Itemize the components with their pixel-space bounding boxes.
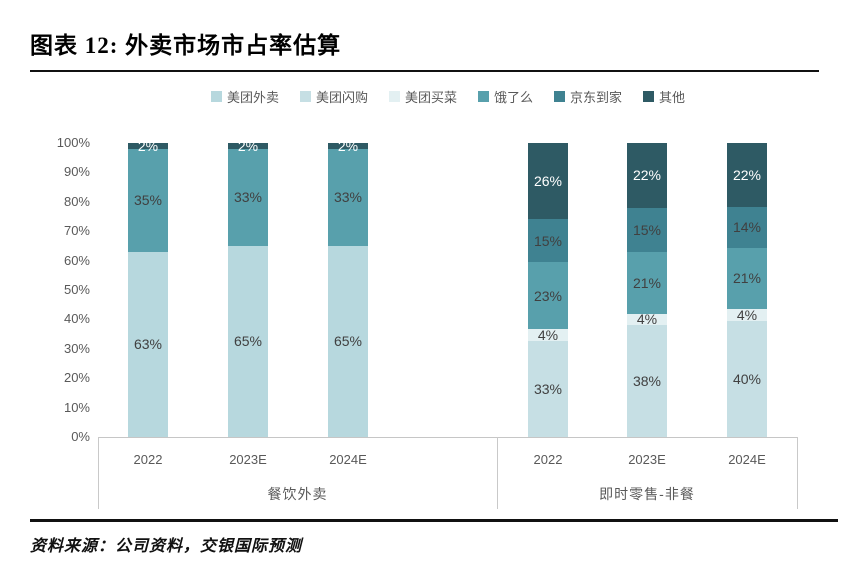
y-axis-tick-label: 100% (56, 135, 90, 150)
bar-segment (228, 148, 268, 246)
bar-segment-label: 65% (233, 333, 263, 350)
bar-segment-label: 22% (632, 167, 662, 184)
x-axis-year-label: 2023E (628, 452, 666, 467)
bar-segment-label: 33% (533, 380, 563, 397)
bar-segment (727, 247, 767, 309)
y-axis-tick-label: 40% (63, 311, 90, 327)
bar-segment-label: 15% (632, 221, 662, 238)
bar-segment (627, 313, 667, 326)
chart-title: 图表 12: 外卖市场市占率估算 (30, 33, 342, 58)
bar-segment-label: 33% (233, 189, 263, 206)
bar-segment-label: 2% (137, 137, 159, 154)
bar-segment-label: 26% (533, 172, 563, 189)
legend-item: 其他 (643, 87, 685, 106)
bar-segment (727, 308, 767, 321)
legend-label: 美团外卖 (226, 90, 279, 105)
y-axis-tick-label: 20% (63, 370, 90, 386)
y-axis-tick-label: 80% (63, 193, 90, 209)
y-axis-tick-label: 50% (63, 282, 90, 297)
legend-item: 京东到家 (554, 87, 622, 106)
bar-segment (228, 245, 268, 437)
bar-segment-label: 2% (237, 137, 259, 154)
bar-segment (727, 320, 767, 437)
bar-segment-label: 4% (636, 311, 658, 328)
bar-segment-label: 4% (736, 306, 758, 323)
category-divider (98, 437, 99, 509)
x-axis-group-label: 餐饮外卖 (267, 486, 328, 502)
x-axis-year-label: 2024E (728, 452, 766, 467)
legend-label: 饿了么 (494, 90, 534, 105)
bar-segment (528, 143, 568, 219)
bar-segment-label: 38% (632, 373, 662, 390)
legend-label: 美团买菜 (404, 90, 457, 105)
legend-label: 美团闪购 (315, 90, 368, 105)
legend-swatch-icon (388, 91, 400, 102)
bar-segment (627, 325, 667, 437)
x-axis-group-label: 即时零售-非餐 (599, 486, 695, 502)
x-axis-year-label: 2022 (133, 452, 163, 467)
legend-item: 美团外卖 (210, 87, 279, 106)
legend-item: 饿了么 (478, 87, 533, 106)
legend-swatch-icon (643, 91, 655, 102)
legend-swatch-icon (210, 91, 222, 102)
bar-segment (528, 218, 568, 263)
category-divider (497, 437, 498, 509)
bar-segment (528, 340, 568, 437)
bar-segment (128, 143, 168, 149)
bar-segment (627, 143, 667, 208)
bar-segment-label: 21% (632, 274, 662, 291)
bar-segment (627, 251, 667, 314)
footer-rule (30, 519, 838, 522)
x-axis-year-label: 2022 (533, 452, 563, 467)
title-rule (30, 70, 819, 72)
bar-segment-label: 40% (732, 370, 762, 387)
bar-segment (727, 207, 767, 248)
bar-segment-label: 22% (732, 167, 762, 184)
legend-item: 美团买菜 (388, 87, 457, 106)
bar-segment (328, 245, 368, 437)
bar-segment-label: 23% (533, 287, 563, 304)
y-axis-tick-label: 90% (63, 164, 90, 180)
y-axis-tick-label: 60% (63, 252, 90, 268)
y-axis-tick-label: 10% (63, 399, 90, 415)
bar-segment-label: 14% (732, 219, 762, 236)
legend-label: 其他 (659, 90, 686, 105)
legend-swatch-icon (554, 91, 566, 102)
y-axis-tick-label: 70% (63, 223, 90, 239)
bar-segment-label: 2% (337, 137, 359, 154)
bar-segment-label: 33% (333, 189, 363, 206)
bar-segment (528, 262, 568, 330)
bar-segment-label: 4% (537, 327, 559, 344)
legend-label: 京东到家 (570, 90, 623, 105)
bar-segment-label: 15% (533, 232, 563, 249)
bar-segment (727, 143, 767, 208)
x-axis-year-label: 2023E (229, 452, 267, 467)
bar-segment (128, 251, 168, 437)
bar-segment-label: 35% (133, 192, 163, 209)
bar-segment (328, 143, 368, 149)
y-axis-tick-label: 30% (63, 340, 90, 356)
chart-legend: 美团外卖 美团闪购 美团买菜 饿了么 京东到家 其他 (98, 87, 798, 106)
bar-segment (328, 148, 368, 246)
category-divider (797, 437, 798, 509)
x-axis-line (98, 437, 797, 438)
bar-segment (128, 148, 168, 252)
bar-segment-label: 63% (133, 336, 163, 353)
bar-segment (228, 143, 268, 149)
legend-item: 美团闪购 (299, 87, 368, 106)
bar-segment (627, 207, 667, 252)
legend-swatch-icon (299, 91, 311, 102)
bar-segment-label: 65% (333, 333, 363, 350)
legend-swatch-icon (478, 91, 489, 102)
bar-segment-label: 21% (732, 270, 762, 287)
x-axis-year-label: 2024E (329, 452, 367, 467)
source-note: 资料来源：公司资料，交银国际预测 (30, 538, 303, 555)
y-axis-tick-label: 0% (71, 429, 90, 444)
bar-segment (528, 329, 568, 341)
